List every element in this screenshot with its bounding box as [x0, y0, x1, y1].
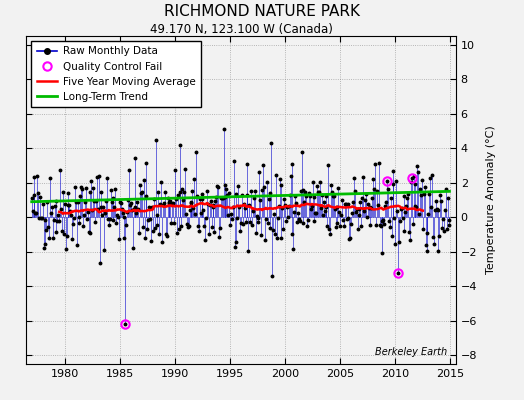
Legend: Raw Monthly Data, Quality Control Fail, Five Year Moving Average, Long-Term Tren: Raw Monthly Data, Quality Control Fail, … — [31, 41, 201, 107]
Y-axis label: Temperature Anomaly (°C): Temperature Anomaly (°C) — [486, 126, 496, 274]
Text: RICHMOND NATURE PARK: RICHMOND NATURE PARK — [164, 4, 360, 19]
Text: Berkeley Earth: Berkeley Earth — [375, 348, 447, 358]
Title: 49.170 N, 123.100 W (Canada): 49.170 N, 123.100 W (Canada) — [150, 23, 332, 36]
